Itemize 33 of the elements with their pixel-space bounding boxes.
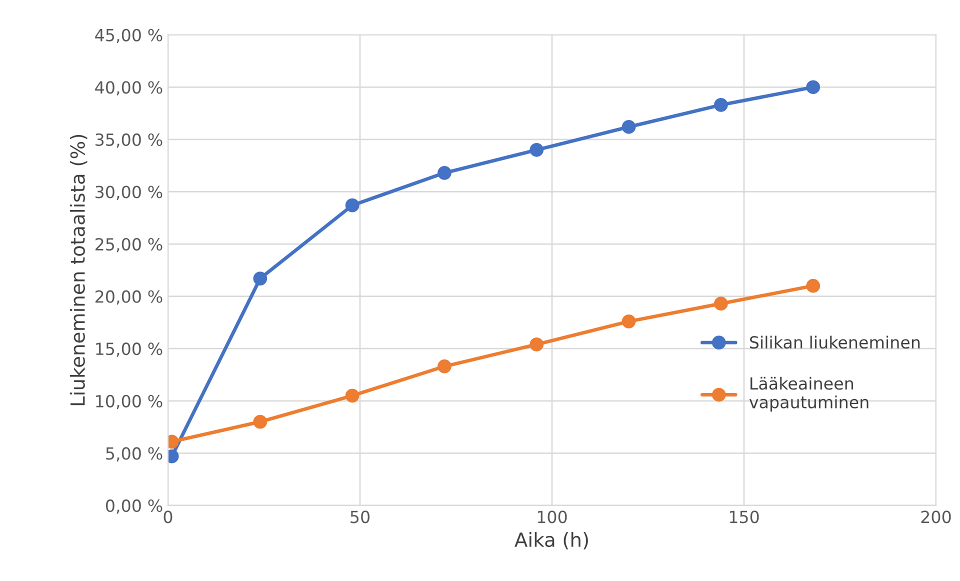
x-tick-label: 200: [921, 510, 951, 524]
y-tick-label: 15,00 %: [96, 342, 162, 357]
legend-label: Silikan liukeneminen: [750, 336, 920, 349]
y-tick-label: 0,00 %: [106, 499, 162, 514]
point: [253, 272, 268, 286]
x-tick-label: 0: [164, 510, 172, 524]
point: [622, 314, 636, 328]
point: [530, 142, 544, 157]
y-tick-label: 45,00 %: [95, 28, 162, 44]
y-tick-label: 25,00 %: [96, 238, 162, 252]
point: [806, 278, 820, 293]
y-axis-title: Liukeneminen totaalista (%): [70, 134, 88, 406]
point: [345, 388, 360, 403]
point: [438, 166, 452, 180]
x-tick-label: 150: [730, 510, 759, 524]
x-tick-label: 100: [538, 510, 567, 524]
point: [253, 414, 268, 429]
point: [438, 359, 452, 374]
y-tick-label: 10,00 %: [96, 394, 162, 410]
point: [530, 337, 544, 352]
y-tick-label: 35,00 %: [96, 133, 162, 148]
y-tick-label: 5,00 %: [106, 447, 162, 462]
point: [714, 296, 728, 311]
x-tick-label: 50: [350, 510, 370, 524]
point: [806, 80, 820, 94]
point: [714, 98, 728, 112]
y-tick-label: 40,00 %: [95, 81, 162, 96]
point: [622, 120, 636, 134]
y-tick-label: 20,00 %: [96, 290, 162, 305]
legend-label: Lääkeaineen vapautuminen: [749, 376, 868, 412]
x-axis-title: Aika (h): [514, 532, 588, 550]
point: [345, 198, 360, 212]
y-tick-label: 30,00 %: [96, 186, 162, 200]
